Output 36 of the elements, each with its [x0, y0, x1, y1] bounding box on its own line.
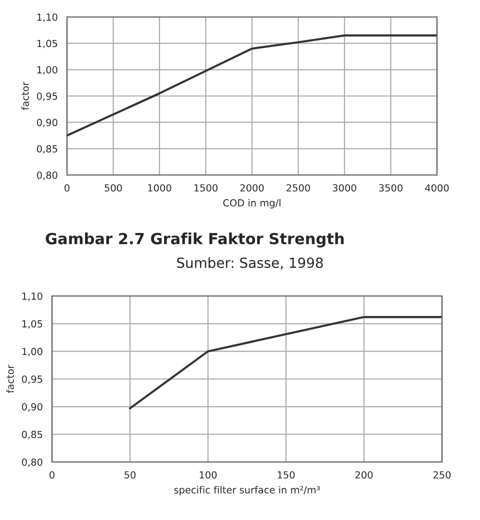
- x-tick-label: 0: [64, 184, 70, 192]
- x-tick-label: 1500: [194, 184, 218, 192]
- y-tick-label: 0,90: [36, 118, 58, 128]
- x-tick-label: 2500: [286, 184, 310, 192]
- line-series: [67, 34, 437, 137]
- y-axis-title: factor: [21, 82, 29, 110]
- y-tick-label: 0,95: [22, 375, 42, 384]
- x-tick-label: 100: [200, 471, 217, 479]
- x-tick-label: 250: [433, 471, 451, 479]
- text: Sumber: Sasse, 1998: [177, 257, 323, 270]
- y-tick-label: 1,10: [37, 13, 58, 22]
- y-tick-label: 0,85: [36, 145, 58, 154]
- x-tick-label: 50: [124, 471, 136, 479]
- x-tick-label: 500: [104, 184, 122, 192]
- x-axis-title: specific filter surface in m²/m³: [174, 486, 320, 496]
- x-tick-label: 200: [355, 471, 373, 479]
- y-tick-label: 1,00: [22, 348, 42, 356]
- x-tick-label: 3000: [332, 184, 356, 192]
- y-tick-label: 0,90: [22, 403, 42, 412]
- x-tick-label: 2000: [240, 184, 264, 192]
- x-tick-label: 1000: [148, 184, 172, 192]
- x-tick-label: 3500: [379, 184, 402, 192]
- text: Gambar 2.7 Grafik Faktor Strength: [46, 232, 344, 248]
- y-tick-label: 0,80: [36, 171, 58, 180]
- y-axis-title: factor: [6, 364, 14, 394]
- x-tick-label: 150: [278, 471, 295, 479]
- x-axis-title: COD in mg/l: [223, 198, 280, 208]
- y-tick-label: 0,95: [36, 92, 58, 101]
- x-tick-label: 0: [50, 471, 54, 479]
- y-tick-label: 1,00: [37, 66, 58, 74]
- y-tick-label: 1,05: [22, 320, 42, 328]
- x-tick-label: 4000: [425, 184, 449, 192]
- y-tick-label: 0,85: [22, 430, 42, 440]
- y-tick-label: 1,10: [22, 292, 42, 301]
- y-tick-label: 1,05: [37, 40, 58, 48]
- y-tick-label: 0,80: [22, 458, 42, 467]
